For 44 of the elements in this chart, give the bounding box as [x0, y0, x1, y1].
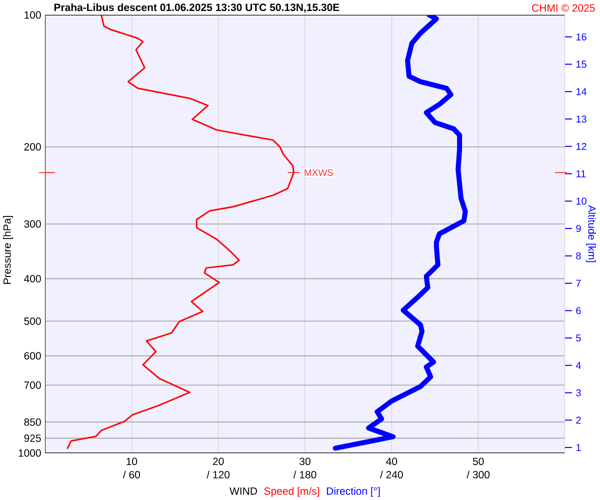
y-tick-label: 300	[24, 220, 41, 228]
y-tick-label: 200	[24, 143, 41, 151]
x-tick-label: 40	[386, 458, 398, 466]
y-tick-label: 400	[24, 275, 41, 282]
x2-tick-label: / 120	[206, 470, 230, 478]
x2-tick-label: / 300	[466, 470, 490, 478]
annotation: MXWS	[304, 169, 334, 176]
y-axis-title: Pressure [hPa]	[3, 216, 13, 284]
y-tick-label: 1000	[18, 449, 41, 457]
y-tick-label: 100	[24, 11, 41, 19]
text: CHMI © 2025	[532, 4, 595, 12]
y2-tick-label: 7	[576, 280, 581, 287]
x-tick-label: 10	[126, 458, 138, 466]
y2-tick-label: 11	[576, 170, 586, 178]
x2-tick-label: / 180	[293, 470, 316, 478]
y-tick-label: 850	[24, 418, 41, 426]
y-tick-label: 700	[24, 381, 41, 389]
y-tick-label: 600	[24, 352, 41, 360]
y-tick-label: 500	[24, 317, 41, 325]
y2-tick-label: 13	[576, 115, 586, 123]
y2-tick-label: 10	[576, 198, 586, 205]
y2-tick-label: 15	[576, 60, 586, 68]
y2-tick-label: 3	[576, 389, 581, 396]
x-tick-label: 30	[300, 458, 310, 466]
y2-axis-title: Altitude [km]	[586, 205, 596, 262]
x2-tick-label: / 240	[380, 470, 403, 478]
y2-tick-label: 16	[576, 33, 586, 40]
y2-tick-label: 12	[576, 142, 586, 150]
y-tick-label: 925	[24, 434, 41, 442]
text: Speed [m/s]	[264, 487, 320, 497]
y2-tick-label: 14	[576, 88, 587, 96]
y2-tick-label: 2	[576, 416, 581, 424]
y2-tick-label: 1	[576, 444, 581, 451]
y2-tick-label: 8	[576, 252, 581, 260]
y2-tick-label: 4	[576, 362, 581, 369]
chart-title: Praha-Libus descent 01.06.2025 13:30 UTC 50.13N,15.30E	[54, 3, 340, 13]
x-tick-label: 20	[213, 458, 224, 466]
x2-tick-label: / 60	[122, 470, 140, 478]
text: Direction [°]	[326, 487, 380, 497]
y2-tick-label: 9	[576, 224, 581, 232]
x-axis-title: WIND	[230, 487, 257, 495]
y2-tick-label: 6	[576, 307, 581, 314]
x-tick-label: 50	[472, 458, 484, 466]
y2-tick-label: 5	[576, 334, 581, 342]
